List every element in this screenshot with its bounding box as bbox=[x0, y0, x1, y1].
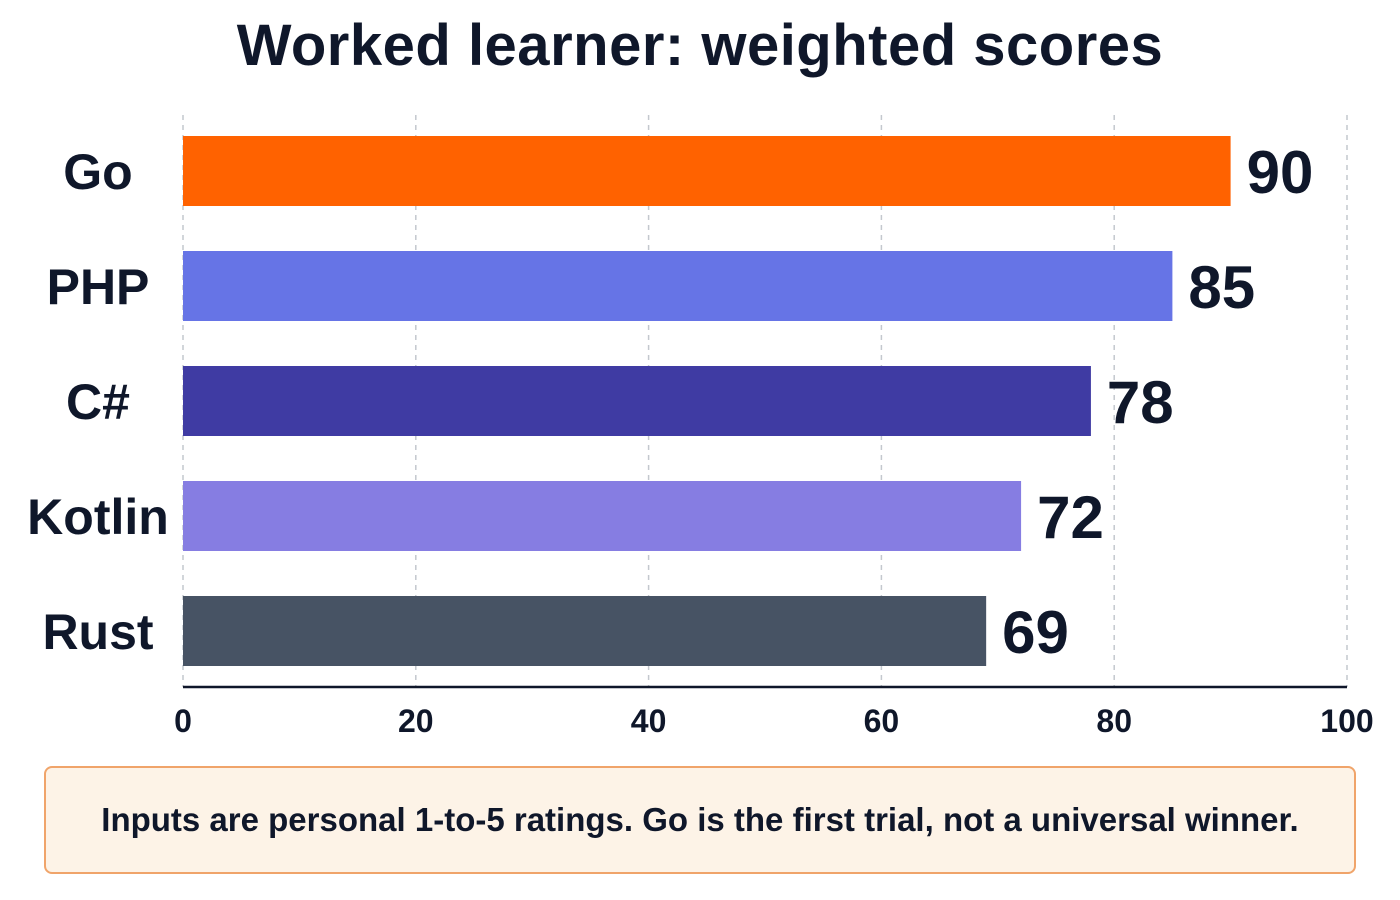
note-box: Inputs are personal 1-to-5 ratings. Go i… bbox=[44, 766, 1356, 874]
bar-c- bbox=[183, 366, 1091, 436]
category-label: C# bbox=[66, 374, 130, 430]
x-tick-label: 80 bbox=[1096, 703, 1132, 739]
x-tick-label: 20 bbox=[398, 703, 434, 739]
bar-chart: Go 90 PHP 85 C# 78 Kotlin 72 Rust 69 0 20 40 60 80 100 bbox=[27, 115, 1374, 739]
note-text: Inputs are personal 1-to-5 ratings. Go i… bbox=[101, 801, 1299, 838]
value-label: 78 bbox=[1107, 369, 1174, 436]
x-tick-label: 40 bbox=[631, 703, 667, 739]
value-label: 90 bbox=[1247, 139, 1314, 206]
bar-php bbox=[183, 251, 1173, 321]
x-axis: 0 20 40 60 80 100 bbox=[174, 685, 1374, 739]
bars bbox=[183, 136, 1231, 666]
category-label: PHP bbox=[47, 259, 150, 315]
x-tick-label: 60 bbox=[864, 703, 900, 739]
value-label: 72 bbox=[1037, 484, 1104, 551]
category-label: Go bbox=[63, 144, 132, 200]
category-label: Kotlin bbox=[27, 489, 169, 545]
category-label: Rust bbox=[42, 604, 153, 660]
labels: Go 90 PHP 85 C# 78 Kotlin 72 Rust 69 bbox=[27, 139, 1313, 666]
chart-title: Worked learner: weighted scores bbox=[236, 13, 1164, 78]
x-tick-label: 100 bbox=[1320, 703, 1373, 739]
value-label: 69 bbox=[1002, 599, 1069, 666]
value-label: 85 bbox=[1188, 254, 1255, 321]
x-tick-label: 0 bbox=[174, 703, 192, 739]
bar-kotlin bbox=[183, 481, 1022, 551]
bar-go bbox=[183, 136, 1231, 206]
bar-rust bbox=[183, 596, 987, 666]
